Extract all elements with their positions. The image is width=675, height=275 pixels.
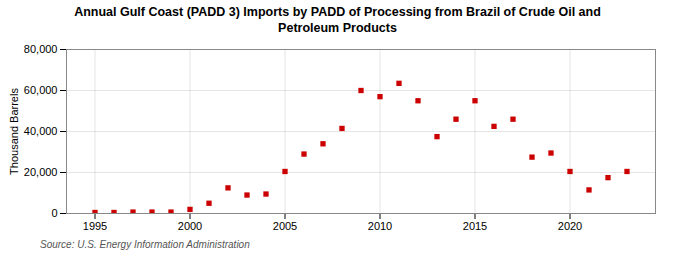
html-text:Annual Gulf Coast (PADD 3) Imp: Annual Gulf Coast (PADD 3) Imports by PA…: [74, 5, 601, 36]
svg-text:2020: 2020: [558, 220, 582, 232]
svg-text:2005: 2005: [273, 220, 297, 232]
svg-text:60,000: 60,000: [24, 84, 58, 96]
svg-text:20,000: 20,000: [24, 166, 58, 178]
svg-text:1995: 1995: [83, 220, 107, 232]
html-text:Source: U.S. Energy Informatio: Source: U.S. Energy Information Administ…: [40, 238, 250, 250]
svg-text:Thousand Barrels: Thousand Barrels: [8, 87, 20, 174]
svg-text:2015: 2015: [463, 220, 487, 232]
svg-text:2010: 2010: [368, 220, 392, 232]
svg-text:80,000: 80,000: [24, 43, 58, 55]
svg-text:2000: 2000: [178, 220, 202, 232]
svg-text:0: 0: [51, 207, 57, 219]
svg-text:40,000: 40,000: [24, 125, 58, 137]
